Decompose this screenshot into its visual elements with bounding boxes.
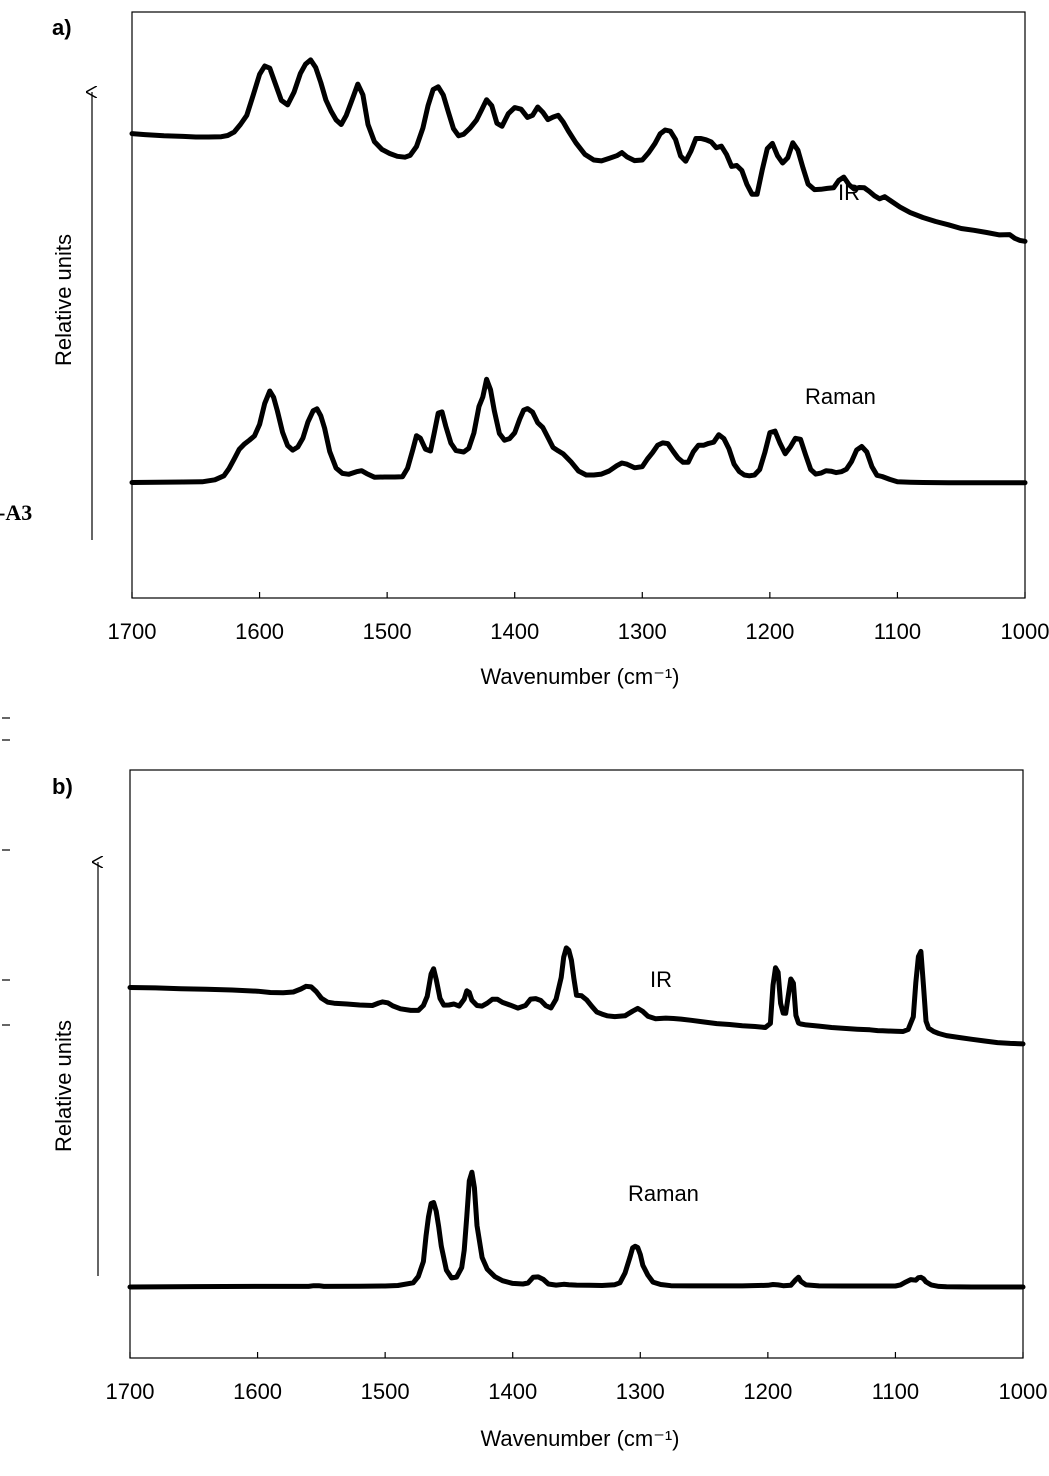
edge-marks [2,717,10,1026]
panel-b: b) Relative units 1700 1600 1500 1400 1300 12… [51,769,1048,1451]
panel-b-frame [129,769,1024,1359]
panel-a-x-tick-labels: 1700 1600 1500 1400 1300 1200 1100 1000 [108,619,1049,644]
x-tick-label: 1200 [745,619,794,644]
panel-a-xlabel: Wavenumber (cm⁻¹) [480,664,679,689]
panel-b-x-tick-labels: 1700 1600 1500 1400 1300 1200 1100 1000 [106,1379,1048,1404]
x-tick-label: 1000 [1001,619,1049,644]
x-tick-label: 1700 [108,619,157,644]
panel-b-xlabel: Wavenumber (cm⁻¹) [480,1426,679,1451]
panel-b-ir-label: IR [650,967,672,992]
x-tick-label: 1000 [999,1379,1048,1404]
panel-a-frame [131,11,1026,599]
panel-a-ylabel: Relative units [51,234,76,366]
x-tick-label: 1100 [874,619,921,644]
x-tick-label: 1300 [618,619,667,644]
x-tick-label: 1100 [872,1379,919,1404]
panel-a-raman-label: Raman [805,384,876,409]
x-tick-label: 1700 [106,1379,155,1404]
panel-b-raman-label: Raman [628,1181,699,1206]
panel-a-x-ticks [131,592,1026,598]
panel-b-raman-trace [127,1169,1026,1290]
panel-b-label: b) [52,774,73,799]
x-tick-label: 1600 [233,1379,282,1404]
panel-b-ir-trace [127,945,1026,1047]
x-tick-label: 1500 [361,1379,410,1404]
panel-a-ir-trace [129,57,1028,244]
panel-a-raman-trace [129,376,1028,486]
x-tick-label: 1600 [235,619,284,644]
panel-a-ir-label: IR [838,180,860,205]
x-tick-label: 1400 [488,1379,537,1404]
x-tick-label: 1200 [743,1379,792,1404]
x-tick-label: 1300 [616,1379,665,1404]
x-tick-label: 1500 [363,619,412,644]
x-tick-label: 1400 [490,619,539,644]
panel-a-label: a) [52,15,72,40]
panel-a: a) Relative units 1700 1600 1500 1400 1300 12… [51,11,1049,689]
panel-b-ylabel: Relative units [51,1020,76,1152]
side-label: -A3 [0,500,32,525]
panel-b-x-ticks [129,1352,1024,1358]
